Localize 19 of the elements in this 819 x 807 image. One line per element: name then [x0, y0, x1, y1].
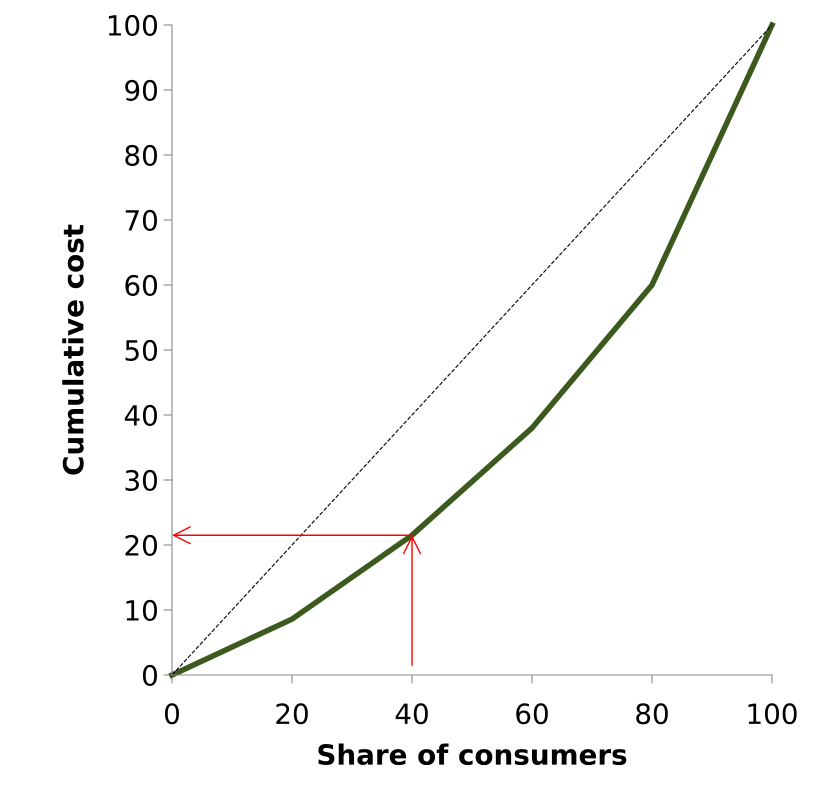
x-tick-label: 40 [396, 703, 428, 724]
y-tick-label: 0 [142, 664, 157, 686]
y-tick-label: 90 [125, 80, 157, 101]
y-tick-label: 100 [108, 14, 157, 36]
y-tick-label: 50 [126, 340, 157, 361]
y-tick-label: 40 [124, 404, 157, 426]
x-axis-title: Share of consumers [318, 744, 626, 766]
x-tick-label: 20 [276, 703, 308, 724]
y-tick-label: 80 [125, 144, 157, 166]
x-tick-label: 80 [636, 703, 668, 724]
y-tick-label: 10 [126, 600, 157, 621]
x-tick-label: 60 [516, 703, 548, 724]
y-tick-label: 60 [125, 274, 157, 296]
x-tick-label: 0 [164, 703, 179, 724]
y-axis-title: Cumulative cost [62, 224, 84, 475]
y-tick-label: 70 [126, 210, 157, 231]
y-tick-label: 20 [125, 534, 157, 556]
x-tick-label: 100 [748, 703, 797, 724]
y-tick-label: 30 [126, 470, 157, 491]
